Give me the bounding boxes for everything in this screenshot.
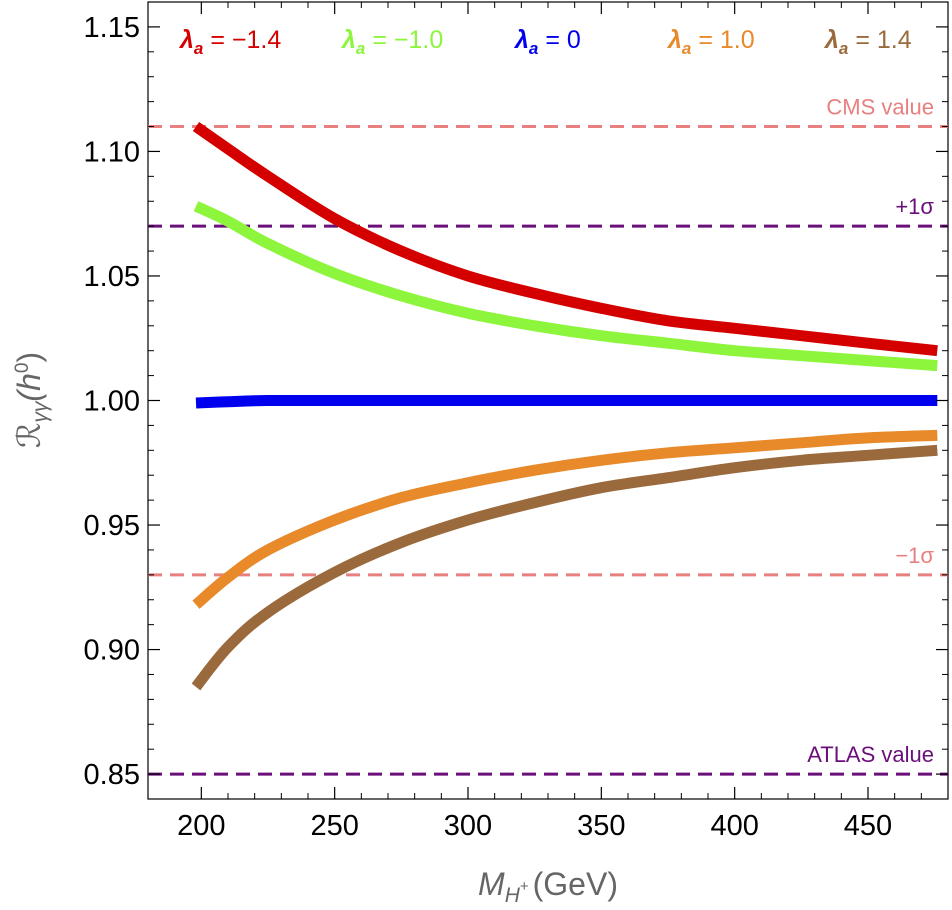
x-tick-label: 250 xyxy=(310,810,358,842)
y-axis-title-argument-close: ) xyxy=(11,352,47,363)
y-axis: 0.85 0.90 0.95 1.00 1.05 1.10 1.15 xyxy=(84,12,948,791)
legend-lambda-symbol: λ xyxy=(823,26,839,54)
legend-lambda-subscript: a xyxy=(529,39,538,58)
legend-lambda-subscript: a xyxy=(682,39,691,58)
legend-entry: λa = 1.4 xyxy=(823,26,912,58)
legend-lambda-subscript: a xyxy=(356,39,365,58)
reference-line-label: −1σ xyxy=(895,543,934,568)
legend-lambda-subscript: a xyxy=(839,39,848,58)
x-axis: 200 250 300 350 400 450 xyxy=(177,2,922,842)
reference-line-label: +1σ xyxy=(895,194,934,219)
x-tick-label: 400 xyxy=(710,810,758,842)
x-axis-title-subscript: H xyxy=(505,884,521,907)
legend-entry: λa = 1.0 xyxy=(666,26,755,58)
x-axis-title-unit: (GeV) xyxy=(533,866,618,902)
y-tick-label: 0.90 xyxy=(84,635,140,667)
legend-value: = −1.0 xyxy=(365,26,443,54)
reference-line-label: ATLAS value xyxy=(807,742,934,767)
series-line xyxy=(193,201,938,372)
series-line xyxy=(192,429,938,609)
y-tick-label: 1.10 xyxy=(84,136,140,168)
legend-lambda-symbol: λ xyxy=(178,26,194,54)
y-tick-label: 1.00 xyxy=(84,386,140,418)
y-axis-title-subscript: γγ xyxy=(29,400,52,423)
reference-line-label: CMS value xyxy=(826,95,934,120)
legend-lambda-subscript: a xyxy=(194,39,203,58)
y-axis-title-symbol: ℛ xyxy=(11,423,47,449)
legend-entry: λa = −1.0 xyxy=(340,26,443,58)
x-tick-label: 350 xyxy=(577,810,625,842)
x-tick-label: 200 xyxy=(177,810,225,842)
x-axis-title-superscript: + xyxy=(520,878,529,895)
series-line xyxy=(195,394,938,409)
legend-lambda-symbol: λ xyxy=(513,26,529,54)
y-axis-title: ℛγγ(h0) xyxy=(11,352,52,448)
legend-value: = −1.4 xyxy=(203,26,281,54)
y-tick-label: 1.05 xyxy=(84,261,140,293)
y-tick-label: 0.85 xyxy=(84,759,140,791)
legend-value: = 1.4 xyxy=(848,26,911,54)
reference-lines: CMS value +1σ −1σ ATLAS value xyxy=(148,95,948,776)
x-axis-title-symbol: M xyxy=(478,866,505,902)
series-line xyxy=(192,122,938,357)
y-axis-title-argument-superscript: 0 xyxy=(12,363,33,374)
legend-lambda-symbol: λ xyxy=(340,26,356,54)
legend-value: = 0 xyxy=(538,26,580,54)
legend-entry: λa = 0 xyxy=(513,26,581,58)
x-axis-title: MH+ (GeV) xyxy=(478,866,618,907)
legend-value: = 1.0 xyxy=(691,26,754,54)
series-line xyxy=(191,444,938,691)
y-tick-label: 1.15 xyxy=(84,12,140,44)
x-tick-label: 300 xyxy=(444,810,492,842)
legend-lambda-symbol: λ xyxy=(666,26,682,54)
legend: λa = −1.4 λa = −1.0 λa = 0 λa = 1.0 λa = 1.4 xyxy=(178,26,912,58)
data-series xyxy=(191,122,938,691)
x-tick-label: 450 xyxy=(844,810,892,842)
legend-entry: λa = −1.4 xyxy=(178,26,281,58)
y-tick-label: 0.95 xyxy=(84,510,140,542)
y-axis-title-argument-open: (h xyxy=(11,373,47,401)
